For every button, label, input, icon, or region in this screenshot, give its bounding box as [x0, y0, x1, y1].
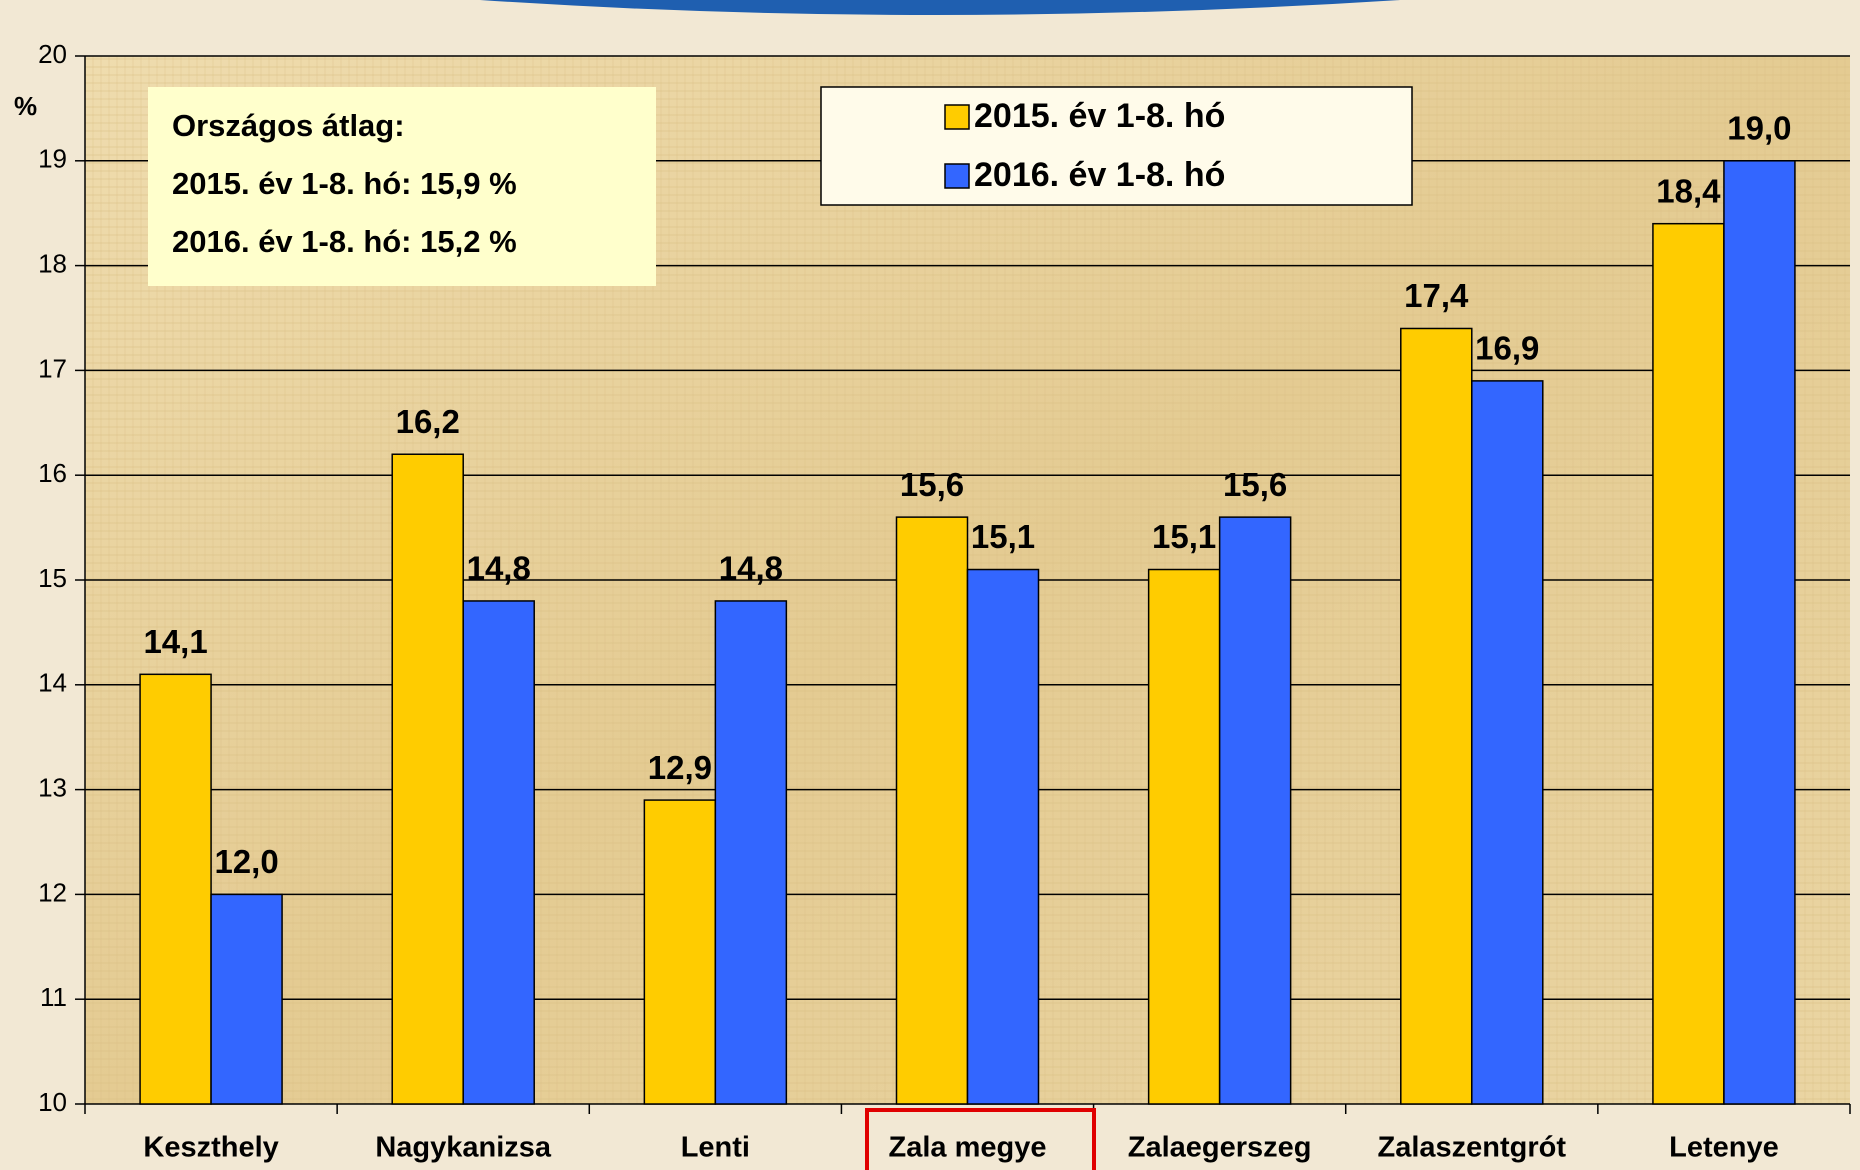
- legend-swatch: [944, 163, 970, 189]
- y-tick-label: 10: [38, 1087, 67, 1117]
- value-label: 15,6: [900, 466, 964, 503]
- y-tick-label: 12: [38, 877, 67, 907]
- bar: [714, 600, 788, 1105]
- value-label: 15,6: [1223, 466, 1287, 503]
- overlay: Országos átlag: 2015. év 1-8. hó: 15,9 % 2…: [172, 97, 1225, 259]
- bar: [462, 600, 535, 1105]
- value-label: 16,2: [396, 403, 460, 440]
- y-tick-label: 15: [38, 563, 67, 593]
- y-tick-label: 18: [38, 248, 67, 278]
- value-label: 18,4: [1656, 172, 1721, 209]
- value-label: 14,8: [467, 550, 531, 587]
- value-label: 14,1: [143, 623, 207, 660]
- bar: [643, 799, 717, 1105]
- value-label: 19,0: [1727, 110, 1791, 147]
- y-tick-label: 20: [38, 39, 67, 69]
- bar: [139, 673, 212, 1105]
- bar: [895, 516, 969, 1105]
- bar: [1400, 327, 1473, 1105]
- legend-box: [820, 86, 1413, 206]
- bar: [210, 893, 283, 1105]
- bar: [966, 568, 1040, 1105]
- value-label: 17,4: [1404, 277, 1469, 314]
- x-tick-label: Zalaszentgrót: [1378, 1132, 1567, 1164]
- highlight-box: [865, 1108, 1096, 1170]
- bar: [1723, 160, 1796, 1105]
- x-tick-label: Lenti: [681, 1132, 750, 1164]
- annotation-box: [148, 87, 656, 286]
- value-label: 15,1: [971, 518, 1035, 555]
- legend-label: 2016. év 1-8. hó: [974, 156, 1225, 194]
- y-tick-label: 16: [38, 458, 67, 488]
- legend-swatch: [944, 104, 970, 130]
- value-label: 16,9: [1475, 330, 1539, 367]
- y-tick-label: 17: [38, 353, 67, 383]
- value-label: 12,9: [648, 749, 712, 786]
- bar: [391, 453, 464, 1105]
- x-tick-label: Zala megye: [889, 1132, 1047, 1164]
- bar: [1471, 380, 1544, 1105]
- plot: 10 11 12 13 14 15 16 17 18 19 20 Keszthely 14,1 12,0 N…: [38, 39, 1851, 1164]
- annotation-line: 2016. év 1-8. hó: 15,2 %: [172, 224, 517, 259]
- y-tick-label: 11: [40, 982, 67, 1012]
- annotation-line: Országos átlag:: [172, 108, 405, 143]
- annotation-line: 2015. év 1-8. hó: 15,9 %: [172, 166, 517, 201]
- bar: [1218, 516, 1292, 1105]
- value-label: 14,8: [719, 550, 783, 587]
- header-arc: [480, 0, 1400, 15]
- legend-label: 2015. év 1-8. hó: [974, 97, 1225, 135]
- y-tick-label: 13: [38, 772, 67, 802]
- bar: [1652, 222, 1725, 1105]
- y-axis-label: %: [14, 91, 37, 121]
- x-tick-label: Zalaegerszeg: [1128, 1132, 1312, 1164]
- x-tick-label: Keszthely: [143, 1132, 278, 1164]
- value-label: 15,1: [1152, 518, 1216, 555]
- x-tick-label: Nagykanizsa: [375, 1132, 552, 1164]
- x-tick-label: Letenye: [1669, 1132, 1779, 1164]
- value-label: 12,0: [214, 843, 278, 880]
- bar: [1147, 568, 1221, 1105]
- y-tick-label: 19: [38, 144, 67, 174]
- y-tick-label: 14: [38, 668, 67, 698]
